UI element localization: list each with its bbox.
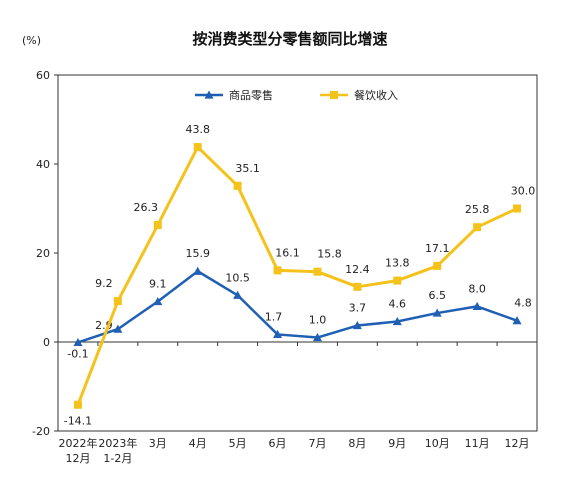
data-point: [153, 220, 162, 229]
x-axis-labels: 2022年 12月 2023年 1-2月 3月 4月 5月 6月 7月 8月 9月 10月 11月 12月: [57, 342, 538, 465]
x-tick-label-line: 2022年: [58, 436, 97, 450]
x-tick-label-line: 6月: [269, 437, 287, 450]
data-point: [433, 261, 442, 270]
data-label: 17.1: [425, 242, 450, 255]
data-point: [352, 321, 362, 330]
x-tick-label-line: 10月: [425, 437, 450, 450]
data-label: 26.3: [134, 201, 159, 214]
data-label: 9.2: [95, 277, 113, 290]
x-tick-label: 8月: [348, 437, 366, 450]
legend-label: 餐饮收入: [354, 88, 398, 102]
data-point: [273, 329, 283, 339]
data-label: -14.1: [64, 415, 92, 428]
x-tick-label-line: 12月: [65, 452, 90, 465]
data-point: [233, 181, 242, 190]
data-point: [393, 276, 402, 285]
data-label: -0.1: [67, 347, 88, 360]
x-tick-label-line: 1-2月: [103, 452, 132, 465]
y-tick-label: 0: [43, 336, 50, 349]
x-tick-label-line: 3月: [149, 437, 167, 450]
x-tick-label: 7月: [308, 437, 326, 450]
x-tick-label: 12月: [505, 437, 530, 450]
x-tick-label-line: 5月: [229, 437, 247, 450]
data-label: 1.0: [309, 314, 327, 327]
series-line: [76, 145, 518, 406]
data-point: [73, 400, 82, 409]
series-line: [77, 269, 518, 344]
x-tick-label: 11月: [465, 437, 490, 450]
x-tick-label: 9月: [388, 437, 406, 450]
y-axis-ticks: -20 0 20 40 60: [32, 69, 58, 438]
data-label: 4.8: [514, 297, 532, 310]
x-tick-label: 2023年 1-2月: [98, 436, 137, 465]
data-label: 13.8: [385, 257, 410, 270]
legend-item-1: 商品零售: [195, 88, 273, 102]
data-point: [512, 316, 522, 325]
data-label: 3.7: [349, 302, 367, 315]
data-point: [312, 333, 322, 342]
x-tick-label-line: 11月: [465, 437, 490, 450]
data-label: 16.1: [275, 246, 300, 259]
series-1: -0.12.99.115.910.51.7 1.03.7 4.66.58.04.8: [67, 247, 532, 360]
y-tick-label: 20: [36, 247, 50, 260]
data-point: [473, 223, 482, 232]
chart-title: 按消费类型分零售额同比增速: [192, 30, 387, 48]
y-tick-label: -20: [32, 425, 50, 438]
data-point: [73, 337, 83, 347]
data-label: 12.4: [345, 263, 370, 276]
data-label: 4.6: [389, 298, 407, 311]
y-tick-label: 60: [36, 69, 50, 82]
data-label: 15.9: [185, 247, 210, 260]
x-tick-label: 4月: [189, 437, 207, 450]
legend-swatch-marker: [204, 90, 214, 99]
data-point: [273, 266, 282, 275]
x-tick-label-line: 7月: [308, 437, 326, 450]
y-axis-unit: (%): [22, 34, 41, 47]
y-tick-label: 40: [36, 158, 50, 171]
data-point: [153, 297, 163, 306]
data-point: [353, 282, 362, 291]
data-label: 6.5: [428, 289, 446, 302]
x-tick-label: 6月: [269, 437, 287, 450]
x-tick-label: 2022年 12月: [58, 436, 97, 465]
data-point: [193, 143, 202, 152]
x-tick-label-line: 12月: [505, 437, 530, 450]
data-point: [193, 266, 203, 275]
x-tick-label: 10月: [425, 437, 450, 450]
data-label: 30.0: [511, 185, 536, 198]
data-point: [313, 267, 322, 276]
series-2: -14.1 9.2 26.3 43.8 35.1 16.1 15.812.4 13.8 17.1…: [64, 123, 536, 428]
data-point: [432, 308, 442, 317]
data-label: 43.8: [185, 123, 210, 136]
series-layer: -0.12.99.115.910.51.7 1.03.7 4.66.58.04.8-…: [64, 123, 536, 428]
x-tick-label-line: 4月: [189, 437, 207, 450]
legend-label: 商品零售: [229, 88, 273, 102]
x-tick-label: 3月: [149, 437, 167, 450]
data-label: 15.8: [317, 248, 342, 261]
data-point: [113, 297, 122, 306]
data-label: 1.7: [265, 310, 283, 323]
x-tick-label-line: 9月: [388, 437, 406, 450]
x-tick-label-line: 8月: [348, 437, 366, 450]
legend-item-2: 餐饮收入: [320, 88, 398, 102]
data-label: 35.1: [235, 162, 260, 175]
data-point: [113, 324, 123, 333]
data-label: 10.5: [225, 271, 250, 284]
data-point: [513, 204, 522, 213]
x-tick-label-line: 2023年: [98, 436, 137, 450]
legend-swatch-marker: [330, 91, 338, 99]
data-point: [392, 317, 402, 326]
data-point: [233, 290, 243, 299]
data-point: [472, 301, 482, 310]
legend: 商品零售 餐饮收入: [195, 88, 398, 102]
data-label: 8.0: [468, 282, 486, 295]
x-tick-label: 5月: [229, 437, 247, 450]
data-label: 25.8: [465, 203, 490, 216]
data-label: 9.1: [149, 278, 167, 291]
